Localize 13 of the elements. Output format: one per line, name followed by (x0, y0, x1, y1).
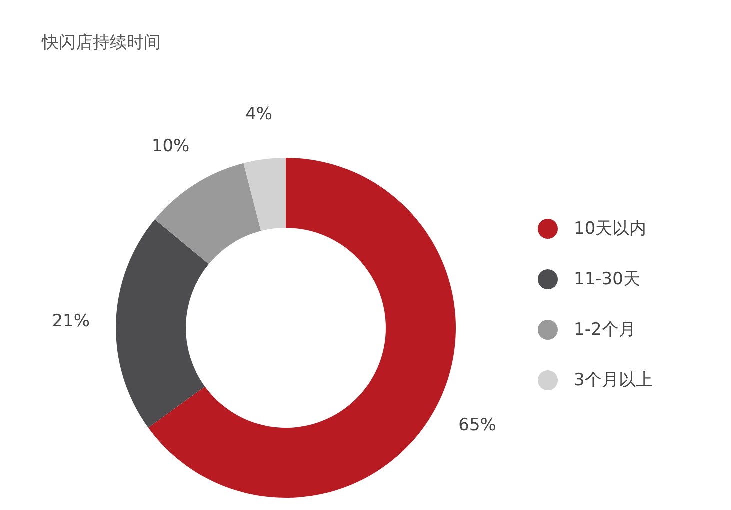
chart-title: 快闪店持续时间 (41, 33, 161, 53)
data-label: 21% (52, 311, 90, 332)
legend-label: 10天以内 (574, 219, 647, 239)
donut-slice (148, 158, 456, 498)
data-label: 4% (246, 104, 273, 125)
legend-label: 1-2个月 (574, 320, 636, 340)
donut-slice (244, 158, 286, 232)
legend-label: 3个月以上 (574, 370, 653, 390)
legend-label: 11-30天 (574, 270, 640, 290)
data-label: 65% (458, 416, 496, 436)
data-label: 10% (152, 136, 190, 156)
donut-slice (116, 220, 209, 428)
donut-slice (155, 163, 262, 264)
